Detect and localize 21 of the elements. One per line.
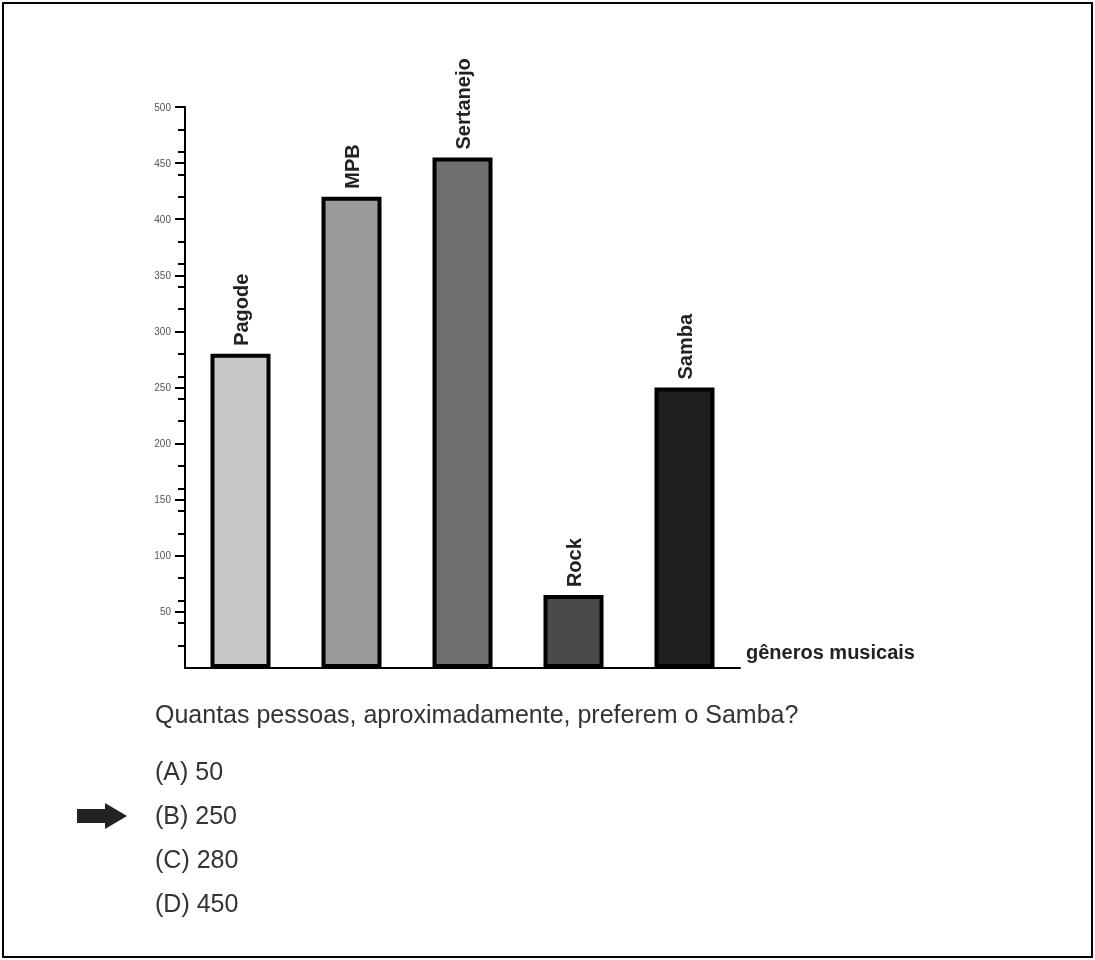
x-tick-label: Samba xyxy=(673,313,696,380)
y-tick-label: 100 xyxy=(154,550,172,562)
y-tick-label: 200 xyxy=(154,438,172,450)
y-tick-label: 450 xyxy=(154,157,172,169)
text: (C) 280 xyxy=(155,844,240,875)
y-tick-label: 50 xyxy=(159,606,172,618)
x-tick-label: Pagode xyxy=(229,273,252,346)
text: Quantas pessoas, aproximadamente, preferem o Samba? xyxy=(155,700,799,729)
x-tick-label: MPB xyxy=(340,144,363,189)
y-tick-label: 400 xyxy=(154,213,172,225)
x-tick-label: Sertanejo xyxy=(451,58,474,150)
y-tick-label: 150 xyxy=(154,494,172,506)
y-tick-label: 500 xyxy=(154,101,172,113)
text: (A) 50 xyxy=(155,756,225,787)
x-tick-label: Rock xyxy=(562,537,585,588)
y-tick-label: 250 xyxy=(154,382,172,393)
y-tick-label: 300 xyxy=(154,325,172,337)
text: (D) 450 xyxy=(155,888,240,919)
y-tick-label: 350 xyxy=(154,269,172,281)
text: (B) 250 xyxy=(155,800,238,831)
x-axis-title: gêneros musicais xyxy=(746,641,915,663)
